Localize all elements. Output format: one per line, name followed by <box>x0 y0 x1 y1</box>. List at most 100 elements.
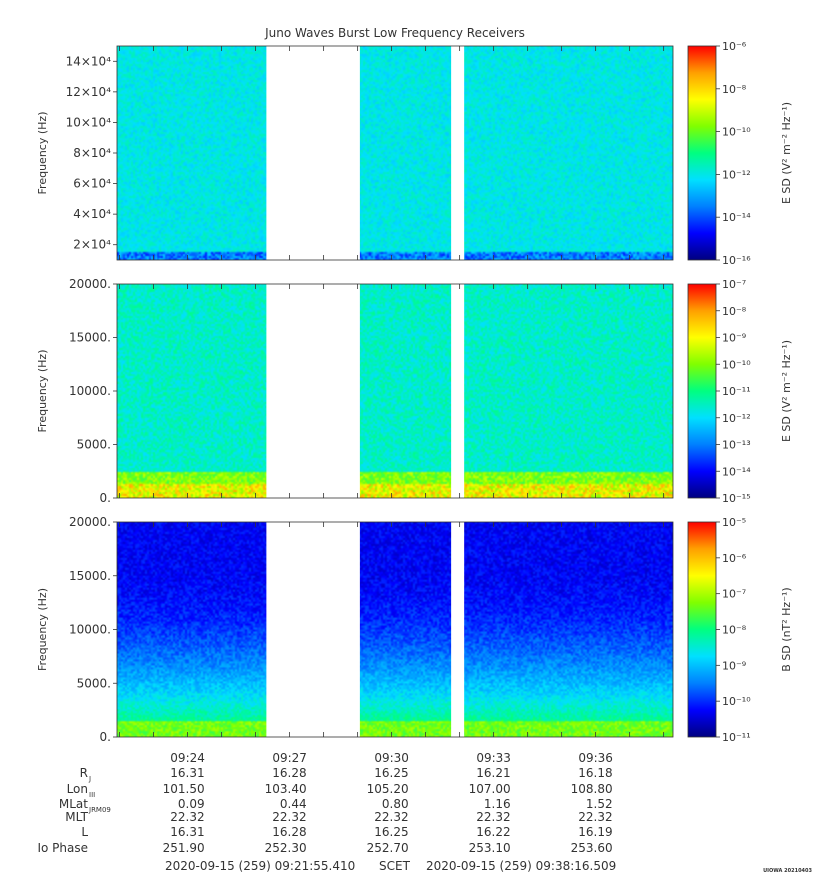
spectrogram-image <box>117 46 673 260</box>
ephemeris-value: 251.90 <box>163 841 205 855</box>
ephemeris-value: 1.52 <box>586 797 613 811</box>
data-gap <box>451 521 465 738</box>
y-axis-label: Frequency (Hz) <box>36 112 49 195</box>
ephemeris-value: 0.09 <box>178 797 205 811</box>
ephemeris-value: 105.20 <box>367 782 409 796</box>
y-tick-label: 0. <box>100 491 111 505</box>
colorbar-tick-label: 10⁻¹¹ <box>722 731 751 744</box>
ephemeris-row-label: Lon <box>67 782 88 796</box>
colorbar-tick-label: 10⁻¹² <box>722 168 751 181</box>
y-tick-label: 4×10⁴ <box>73 207 111 221</box>
data-gap <box>266 45 360 261</box>
ephemeris-value: 252.70 <box>367 841 409 855</box>
ephemeris-value: 16.19 <box>578 825 612 839</box>
ephemeris-row-subscript: III <box>89 791 95 799</box>
ephemeris-row-label: R <box>80 766 88 780</box>
footer-scet-label: SCET <box>379 859 411 873</box>
ephemeris-value: 101.50 <box>163 782 205 796</box>
ephemeris-value: 1.16 <box>484 797 511 811</box>
x-tick-label: 09:27 <box>272 751 307 765</box>
colorbar-tick-label: 10⁻⁹ <box>722 332 746 345</box>
colorbar-tick-label: 10⁻¹⁴ <box>722 465 751 478</box>
ephemeris-value: 16.31 <box>170 766 204 780</box>
ephemeris-value: 16.25 <box>374 825 408 839</box>
panel-2: 0. 5000. 10000. 15000. 20000. Frequency (Hz) 1… <box>36 277 793 505</box>
chart-title: Juno Waves Burst Low Frequency Receivers <box>264 26 525 40</box>
colorbar-tick-label: 10⁻¹⁵ <box>722 492 751 505</box>
x-tick-label: 09:33 <box>476 751 511 765</box>
ephemeris-row-label: Io Phase <box>37 841 88 855</box>
ephemeris-value: 22.32 <box>170 810 204 824</box>
footer-end-time: 2020-09-15 (259) 09:38:16.509 <box>426 859 616 873</box>
panel-1: 2×10⁴ 4×10⁴ 6×10⁴ 8×10⁴ 10×10⁴ 12×10⁴ 14×10⁴ Fr… <box>36 40 793 267</box>
ephemeris-value: 252.30 <box>265 841 307 855</box>
y-tick-label: 8×10⁴ <box>73 146 111 160</box>
ephemeris-value: 253.60 <box>571 841 613 855</box>
x-tick-label: 09:30 <box>374 751 409 765</box>
y-tick-label: 12×10⁴ <box>66 85 112 99</box>
colorbar-tick-label: 10⁻¹³ <box>722 439 751 452</box>
ephemeris-value: 22.32 <box>374 810 408 824</box>
y-tick-label: 0. <box>100 730 111 744</box>
data-gap <box>451 283 465 499</box>
colorbar-tick-label: 10⁻⁸ <box>722 83 747 96</box>
ephemeris-row-label: MLT <box>65 810 88 824</box>
y-tick-label: 10000. <box>69 384 111 398</box>
colorbar-tick-label: 10⁻¹⁰ <box>722 358 751 371</box>
colorbar <box>687 45 717 261</box>
ephemeris-value: 16.31 <box>170 825 204 839</box>
ephemeris-value: 16.28 <box>272 825 306 839</box>
ephemeris-row-subscript: J <box>88 775 91 783</box>
y-tick-label: 6×10⁴ <box>73 177 111 191</box>
ephemeris-value: 16.28 <box>272 766 306 780</box>
ephemeris-row-label: MLat <box>59 797 88 811</box>
colorbar-tick-label: 10⁻¹⁰ <box>722 126 751 139</box>
y-tick-label: 15000. <box>69 331 111 345</box>
spectrogram-image <box>117 284 673 498</box>
data-gap <box>266 283 360 499</box>
colorbar-tick-label: 10⁻⁶ <box>722 552 747 565</box>
colorbar-label: E SD (V² m⁻² Hz⁻¹) <box>780 340 793 442</box>
ephemeris-value: 253.10 <box>469 841 511 855</box>
y-tick-label: 20000. <box>69 277 111 291</box>
x-tick-label: 09:36 <box>578 751 613 765</box>
y-tick-label: 10000. <box>69 623 111 637</box>
colorbar <box>687 521 717 738</box>
panel-3: 0. 5000. 10000. 15000. 20000. Frequency (Hz) 1… <box>36 515 793 744</box>
processing-stamp: UIOWA 20210403 <box>763 868 812 874</box>
colorbar-tick-label: 10⁻¹⁰ <box>722 695 751 708</box>
colorbar-tick-label: 10⁻⁷ <box>722 588 746 601</box>
ephemeris-value: 103.40 <box>265 782 307 796</box>
panels: 2×10⁴ 4×10⁴ 6×10⁴ 8×10⁴ 10×10⁴ 12×10⁴ 14×10⁴ Fr… <box>36 40 793 744</box>
ephemeris-value: 16.25 <box>374 766 408 780</box>
ephemeris-value: 16.22 <box>476 825 510 839</box>
data-gap <box>266 521 360 738</box>
ephemeris-value: 107.00 <box>469 782 511 796</box>
colorbar-tick-label: 10⁻¹¹ <box>722 385 751 398</box>
data-gap <box>451 45 465 261</box>
colorbar-tick-label: 10⁻¹⁶ <box>722 254 751 267</box>
spectrogram-image <box>117 522 673 737</box>
colorbar-tick-label: 10⁻⁶ <box>722 40 747 53</box>
y-tick-label: 5000. <box>77 438 111 452</box>
ephemeris-row-subscript: JRM09 <box>88 806 111 814</box>
ephemeris-value: 108.80 <box>571 782 613 796</box>
ephemeris-row-label: L <box>81 825 88 839</box>
ephemeris-value: 16.21 <box>476 766 510 780</box>
time-axis: 09:24 09:27 09:30 09:33 09:36 <box>170 751 613 765</box>
y-tick-label: 14×10⁴ <box>66 54 112 68</box>
colorbar-tick-label: 10⁻⁵ <box>722 516 746 529</box>
footer-start-time: 2020-09-15 (259) 09:21:55.410 <box>165 859 355 873</box>
ephemeris-value: 22.32 <box>272 810 306 824</box>
ephemeris-value: 0.44 <box>280 797 307 811</box>
colorbar-tick-label: 10⁻¹² <box>722 412 751 425</box>
y-tick-label: 15000. <box>69 569 111 583</box>
y-axis-label: Frequency (Hz) <box>36 350 49 433</box>
colorbar-tick-label: 10⁻⁸ <box>722 624 747 637</box>
ephemeris-value: 22.32 <box>578 810 612 824</box>
colorbar-tick-label: 10⁻⁸ <box>722 305 747 318</box>
y-tick-label: 5000. <box>77 676 111 690</box>
ephemeris-value: 16.18 <box>578 766 612 780</box>
colorbar-tick-label: 10⁻¹⁴ <box>722 211 751 224</box>
